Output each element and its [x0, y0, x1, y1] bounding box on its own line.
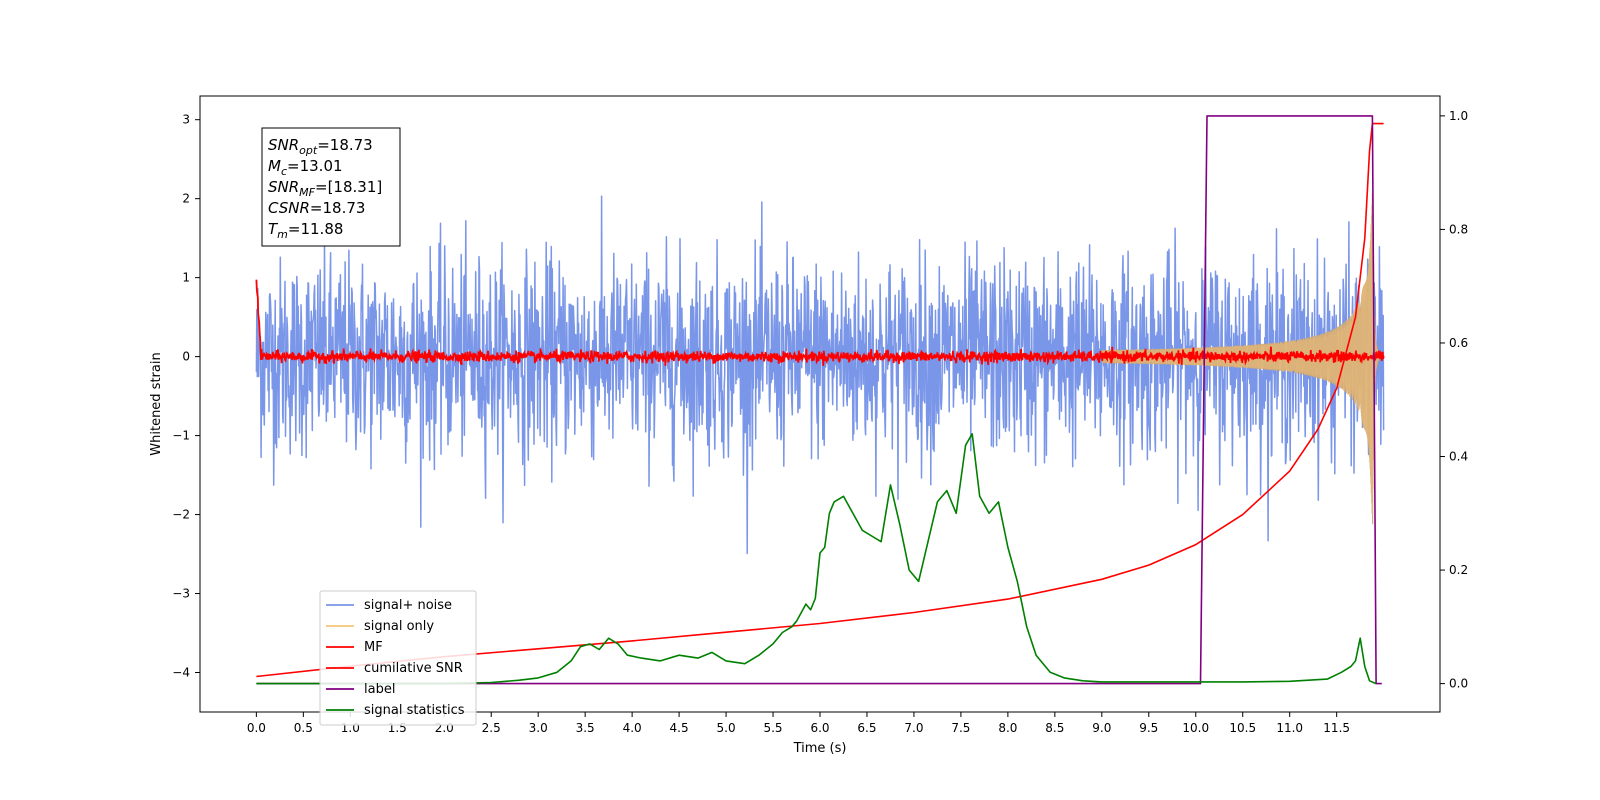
series-cumilative-snr [256, 122, 1384, 678]
y-tick-label: 2 [182, 192, 190, 206]
x-tick-label: 4.0 [623, 721, 642, 735]
x-tick-label: 0.0 [247, 721, 266, 735]
x-tick-label: 11.5 [1323, 721, 1350, 735]
legend-frame [319, 590, 477, 726]
x-tick-label: 2.5 [482, 721, 501, 735]
series-mf [255, 279, 1385, 367]
x-tick-label: 3.0 [529, 721, 548, 735]
x-tick-label: 8.0 [998, 721, 1017, 735]
x-tick-label: 0.5 [294, 721, 313, 735]
legend-label: signal statistics [364, 703, 465, 718]
y-axis-left: 3 2 1 0 −1 −2 −3 −4 [172, 113, 200, 680]
legend-label: label [364, 682, 395, 697]
y2-tick-label: 0.4 [1449, 450, 1468, 464]
annotation-line: SNRMF=[18.31] [268, 178, 382, 199]
y-tick-label: 3 [182, 113, 190, 127]
x-tick-label: 4.5 [670, 721, 689, 735]
annotation-frame [261, 127, 401, 247]
x-tick-label: 3.5 [576, 721, 595, 735]
series-line [256, 433, 1377, 685]
x-tick-label: 7.0 [904, 721, 923, 735]
annotation-line: Tm=11.88 [268, 220, 343, 241]
x-tick-label: 5.5 [763, 721, 782, 735]
x-tick-label: 10.0 [1182, 721, 1209, 735]
legend-label: cumilative SNR [364, 661, 463, 676]
legend-label: signal only [364, 619, 434, 634]
y2-tick-label: 1.0 [1449, 109, 1468, 123]
x-tick-label: 6.0 [810, 721, 829, 735]
x-tick-label: 7.5 [951, 721, 970, 735]
x-tick-label: 5.0 [717, 721, 736, 735]
x-tick-label: 9.0 [1092, 721, 1111, 735]
x-tick-label: 9.5 [1139, 721, 1158, 735]
y2-tick-label: 0.0 [1449, 677, 1468, 691]
y-tick-label: 1 [182, 271, 190, 285]
y-axis-label: Whitened strain [149, 352, 164, 455]
series-signal-statistics [256, 433, 1377, 685]
series-signal-noise [255, 195, 1385, 555]
y-tick-label: 0 [182, 350, 190, 364]
y-tick-label: −2 [172, 508, 190, 522]
annotation-line: CSNR=18.73 [268, 199, 365, 217]
y2-tick-label: 0.8 [1449, 222, 1468, 236]
series-line [256, 122, 1384, 678]
y-tick-label: −1 [172, 429, 190, 443]
y-tick-label: −3 [172, 587, 190, 601]
series-line [256, 115, 1382, 685]
y2-tick-label: 0.2 [1449, 563, 1468, 577]
annotation-line: Mc=13.01 [268, 157, 343, 178]
legend-label: MF [364, 640, 383, 655]
y2-tick-label: 0.6 [1449, 336, 1468, 350]
x-axis-label: Time (s) [793, 741, 847, 756]
y-axis-right: 1.0 0.8 0.6 0.4 0.2 0.0 [1440, 109, 1468, 691]
x-tick-label: 10.5 [1229, 721, 1256, 735]
annotation-line: SNRopt=18.73 [268, 136, 373, 157]
x-tick-label: 11.0 [1276, 721, 1303, 735]
legend: signal+ noise signal only MF cumilative SNR… [319, 590, 477, 726]
series-layer [255, 115, 1385, 685]
series-line [255, 279, 1385, 367]
series-label [256, 115, 1382, 685]
series-line [255, 195, 1385, 555]
x-tick-label: 8.5 [1045, 721, 1064, 735]
annotation-box: SNRopt=18.73Mc=13.01SNRMF=[18.31]CSNR=18… [261, 127, 401, 247]
x-tick-label: 6.5 [857, 721, 876, 735]
y-tick-label: −4 [172, 666, 190, 680]
x-axis: 0.0 0.5 1.0 1.5 2.0 2.5 3.0 3.5 4.0 4.5 5.0 5.5 6.0 6… [247, 712, 1350, 735]
legend-label: signal+ noise [364, 598, 452, 613]
